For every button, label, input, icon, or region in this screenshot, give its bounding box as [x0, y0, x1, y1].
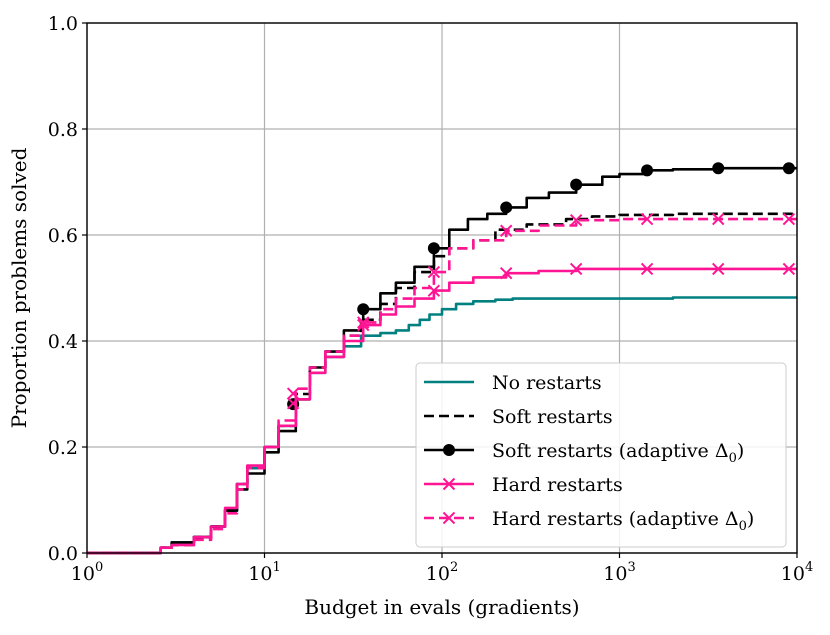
x-tick-label: 102: [426, 560, 458, 585]
legend-label: No restarts: [492, 372, 602, 394]
series-5: [87, 212, 797, 555]
data-point: [500, 201, 513, 214]
x-tick-label: 104: [781, 560, 813, 585]
data-point: [640, 262, 654, 276]
data-point: [712, 212, 725, 226]
data-point: [640, 212, 654, 226]
y-axis: 0.0 0.2 0.4 0.6 0.8 1.0: [48, 13, 87, 565]
series-line: [87, 267, 797, 555]
legend-label: Soft restarts: [492, 406, 613, 428]
data-point: [782, 262, 796, 276]
y-tick-label: 0.6: [48, 225, 78, 247]
data-point: [357, 316, 370, 329]
x-axis: 100 101 102 103 104: [71, 553, 813, 585]
legend: No restarts Soft restarts Soft restarts (a…: [415, 362, 787, 548]
y-tick-label: 1.0: [48, 13, 78, 35]
data-point: [357, 303, 370, 316]
data-point: [569, 262, 583, 276]
y-tick-label: 0.8: [48, 119, 78, 141]
series-layer: [87, 162, 797, 555]
data-point: [427, 242, 440, 255]
legend-item: Soft restarts: [424, 406, 613, 428]
legend-label: Hard restarts: [492, 474, 623, 496]
legend-item: Hard restarts (adaptive Δ0): [424, 508, 754, 534]
data-point: [782, 162, 795, 175]
data-point: [427, 265, 441, 279]
y-tick-label: 0.2: [48, 437, 78, 459]
data-point: [782, 212, 796, 226]
legend-marker: [442, 511, 456, 525]
data-point: [499, 224, 513, 237]
x-tick-label: 101: [248, 560, 280, 585]
series-line: [87, 217, 797, 555]
y-tick-label: 0.4: [48, 331, 78, 353]
legend-item: No restarts: [424, 372, 602, 394]
x-axis-label: Budget in evals (gradients): [304, 595, 579, 619]
data-point: [712, 262, 725, 276]
legend-item: Soft restarts (adaptive Δ0): [424, 440, 744, 466]
legend-box: [415, 362, 787, 548]
data-point: [286, 387, 300, 400]
y-axis-label: Proportion problems solved: [7, 147, 31, 428]
legend-marker: [443, 444, 455, 456]
data-point: [641, 164, 654, 177]
legend-item: Hard restarts: [424, 474, 623, 496]
data-point: [569, 213, 583, 227]
legend-marker: [442, 477, 456, 491]
y-tick-label: 0.0: [48, 543, 78, 565]
x-tick-label: 103: [603, 560, 635, 585]
data-point: [499, 266, 513, 280]
data-point: [570, 178, 583, 191]
legend-label: Soft restarts (adaptive Δ0): [492, 440, 744, 466]
data-point: [712, 162, 725, 175]
legend-label: Hard restarts (adaptive Δ0): [492, 508, 754, 534]
